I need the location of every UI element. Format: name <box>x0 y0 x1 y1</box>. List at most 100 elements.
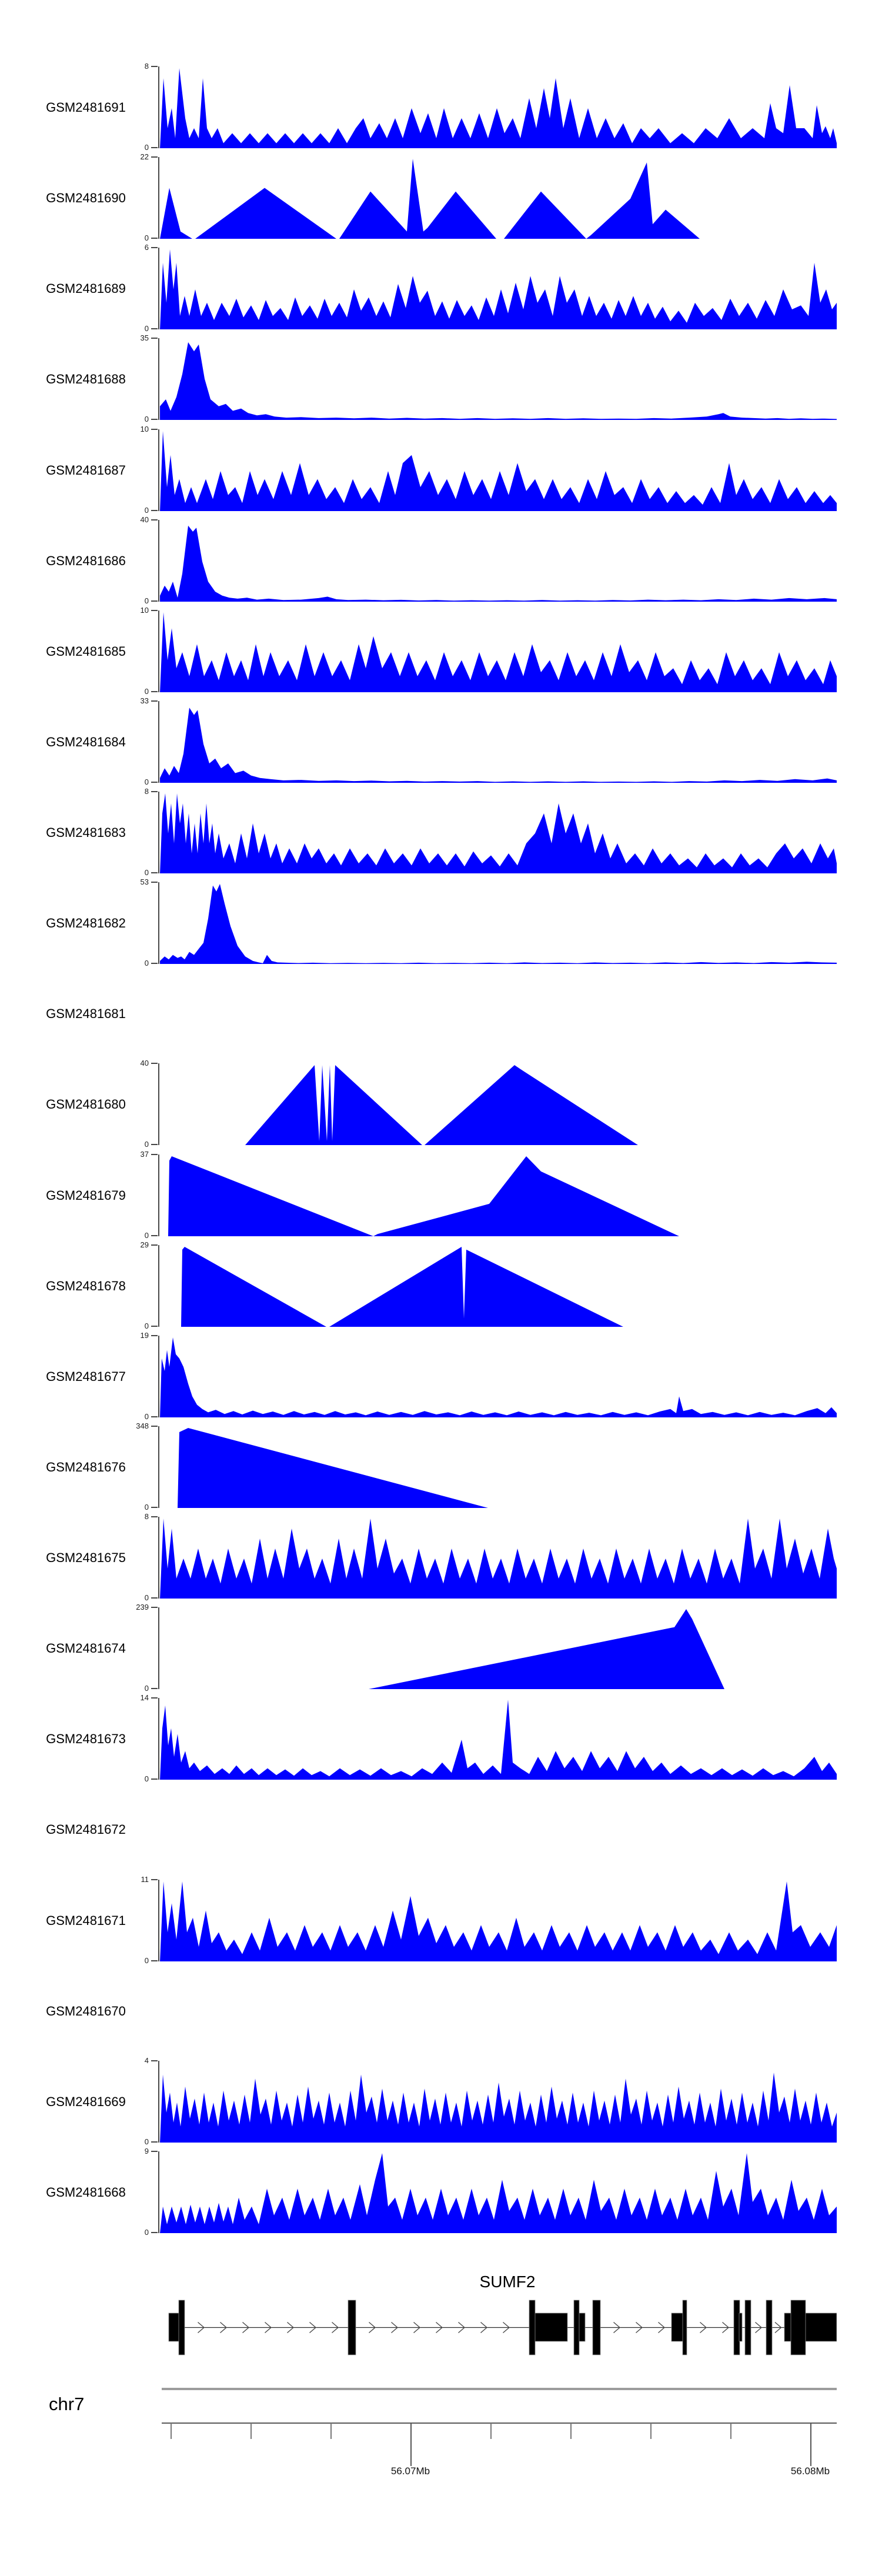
exon-box <box>573 2300 580 2355</box>
y-axis <box>158 1245 159 1327</box>
y-axis-top-tick <box>151 1426 158 1427</box>
coverage-area <box>160 68 837 148</box>
y-axis-zero-tick <box>151 1326 158 1327</box>
coverage-area <box>160 525 837 602</box>
coverage-polygon <box>160 708 837 783</box>
track-title: GSM2481672 <box>46 1821 126 1837</box>
y-axis-top-tick <box>151 610 158 611</box>
y-zero-label: 0 <box>144 143 149 152</box>
y-axis-top-tick <box>151 1063 158 1064</box>
track-title: GSM2481679 <box>46 1187 126 1203</box>
track-title: GSM2481669 <box>46 2094 126 2109</box>
y-max-label: 37 <box>140 1150 149 1159</box>
strand-arrow-right-icon <box>700 2321 707 2334</box>
y-axis-zero-tick <box>151 1778 158 1780</box>
coverage-area <box>160 342 837 420</box>
y-axis-top-tick <box>151 1335 158 1336</box>
gene-model-track <box>168 2300 837 2355</box>
coverage-polygon <box>245 1065 638 1145</box>
y-axis-zero-tick <box>151 691 158 692</box>
coverage-polygon <box>369 1609 724 1689</box>
coverage-area <box>160 708 837 783</box>
y-axis-zero-tick <box>151 1960 158 1961</box>
y-zero-label: 0 <box>144 1593 149 1602</box>
y-axis-top-tick <box>151 338 158 339</box>
y-axis-zero-tick <box>151 1144 158 1145</box>
y-max-label: 29 <box>140 1240 149 1249</box>
y-max-label: 14 <box>140 1693 149 1702</box>
y-axis-top-tick <box>151 429 158 430</box>
y-axis-top-tick <box>151 66 158 67</box>
axis-minor-tick <box>650 2423 652 2439</box>
y-axis-zero-tick <box>151 1235 158 1236</box>
coverage-area <box>178 1428 488 1508</box>
y-axis-top-tick <box>151 1879 158 1880</box>
y-axis <box>158 1154 159 1236</box>
y-zero-label: 0 <box>144 687 149 696</box>
y-axis <box>158 1336 159 1417</box>
coverage-area <box>160 793 837 873</box>
y-max-label: 348 <box>136 1422 149 1430</box>
chromosome-label: chr7 <box>49 2394 85 2414</box>
y-axis-top-tick <box>151 1697 158 1699</box>
y-axis-top-tick <box>151 1154 158 1155</box>
strand-arrow-right-icon <box>755 2321 763 2334</box>
y-axis <box>158 157 159 239</box>
coverage-polygon <box>160 1519 837 1599</box>
coverage-area <box>160 2153 837 2233</box>
coverage-polygon <box>160 612 837 692</box>
y-axis <box>158 1517 159 1599</box>
track-title: GSM2481682 <box>46 915 126 930</box>
y-axis-zero-tick <box>151 2141 158 2143</box>
y-axis-zero-tick <box>151 238 158 239</box>
coverage-area <box>369 1609 724 1689</box>
strand-arrow-right-icon <box>436 2321 443 2334</box>
y-axis <box>158 2151 159 2233</box>
exon-box <box>348 2300 356 2355</box>
y-max-label: 40 <box>140 515 149 524</box>
strand-arrow-right-icon <box>391 2321 399 2334</box>
y-axis <box>158 520 159 602</box>
y-axis <box>158 1607 159 1689</box>
coverage-polygon <box>160 68 837 148</box>
y-axis <box>158 338 159 420</box>
coverage-area <box>160 431 837 511</box>
y-axis-top-tick <box>151 1516 158 1517</box>
axis-major-tick <box>410 2423 412 2466</box>
coverage-area <box>168 1156 679 1236</box>
y-axis-zero-tick <box>151 2232 158 2233</box>
y-axis-top-tick <box>151 700 158 702</box>
y-zero-label: 0 <box>144 959 149 967</box>
exon-box <box>579 2313 586 2342</box>
axis-tick-label: 56.08Mb <box>790 2465 830 2477</box>
y-max-label: 8 <box>144 1512 149 1521</box>
y-axis <box>158 610 159 692</box>
y-axis-zero-tick <box>151 1597 158 1599</box>
y-axis <box>158 701 159 783</box>
track-title: GSM2481686 <box>46 553 126 568</box>
y-zero-label: 0 <box>144 1503 149 1511</box>
y-max-label: 35 <box>140 333 149 342</box>
axis-minor-tick <box>570 2423 572 2439</box>
track-title: GSM2481683 <box>46 825 126 840</box>
coverage-polygon <box>160 342 837 420</box>
y-axis <box>158 792 159 873</box>
y-zero-label: 0 <box>144 1231 149 1240</box>
track-title: GSM2481674 <box>46 1640 126 1656</box>
exon-box <box>744 2300 751 2355</box>
strand-arrow-right-icon <box>287 2321 295 2334</box>
y-zero-label: 0 <box>144 2228 149 2237</box>
y-zero-label: 0 <box>144 415 149 423</box>
y-max-label: 6 <box>144 243 149 252</box>
coverage-polygon <box>160 159 700 239</box>
y-max-label: 239 <box>136 1603 149 1611</box>
track-title: GSM2481680 <box>46 1096 126 1112</box>
y-axis-top-tick <box>151 1244 158 1246</box>
coverage-area <box>181 1247 623 1327</box>
strand-arrow-right-icon <box>332 2321 339 2334</box>
y-axis-top-tick <box>151 2151 158 2152</box>
track-title: GSM2481685 <box>46 643 126 659</box>
y-axis-top-tick <box>151 247 158 248</box>
coverage-area <box>160 1519 837 1599</box>
